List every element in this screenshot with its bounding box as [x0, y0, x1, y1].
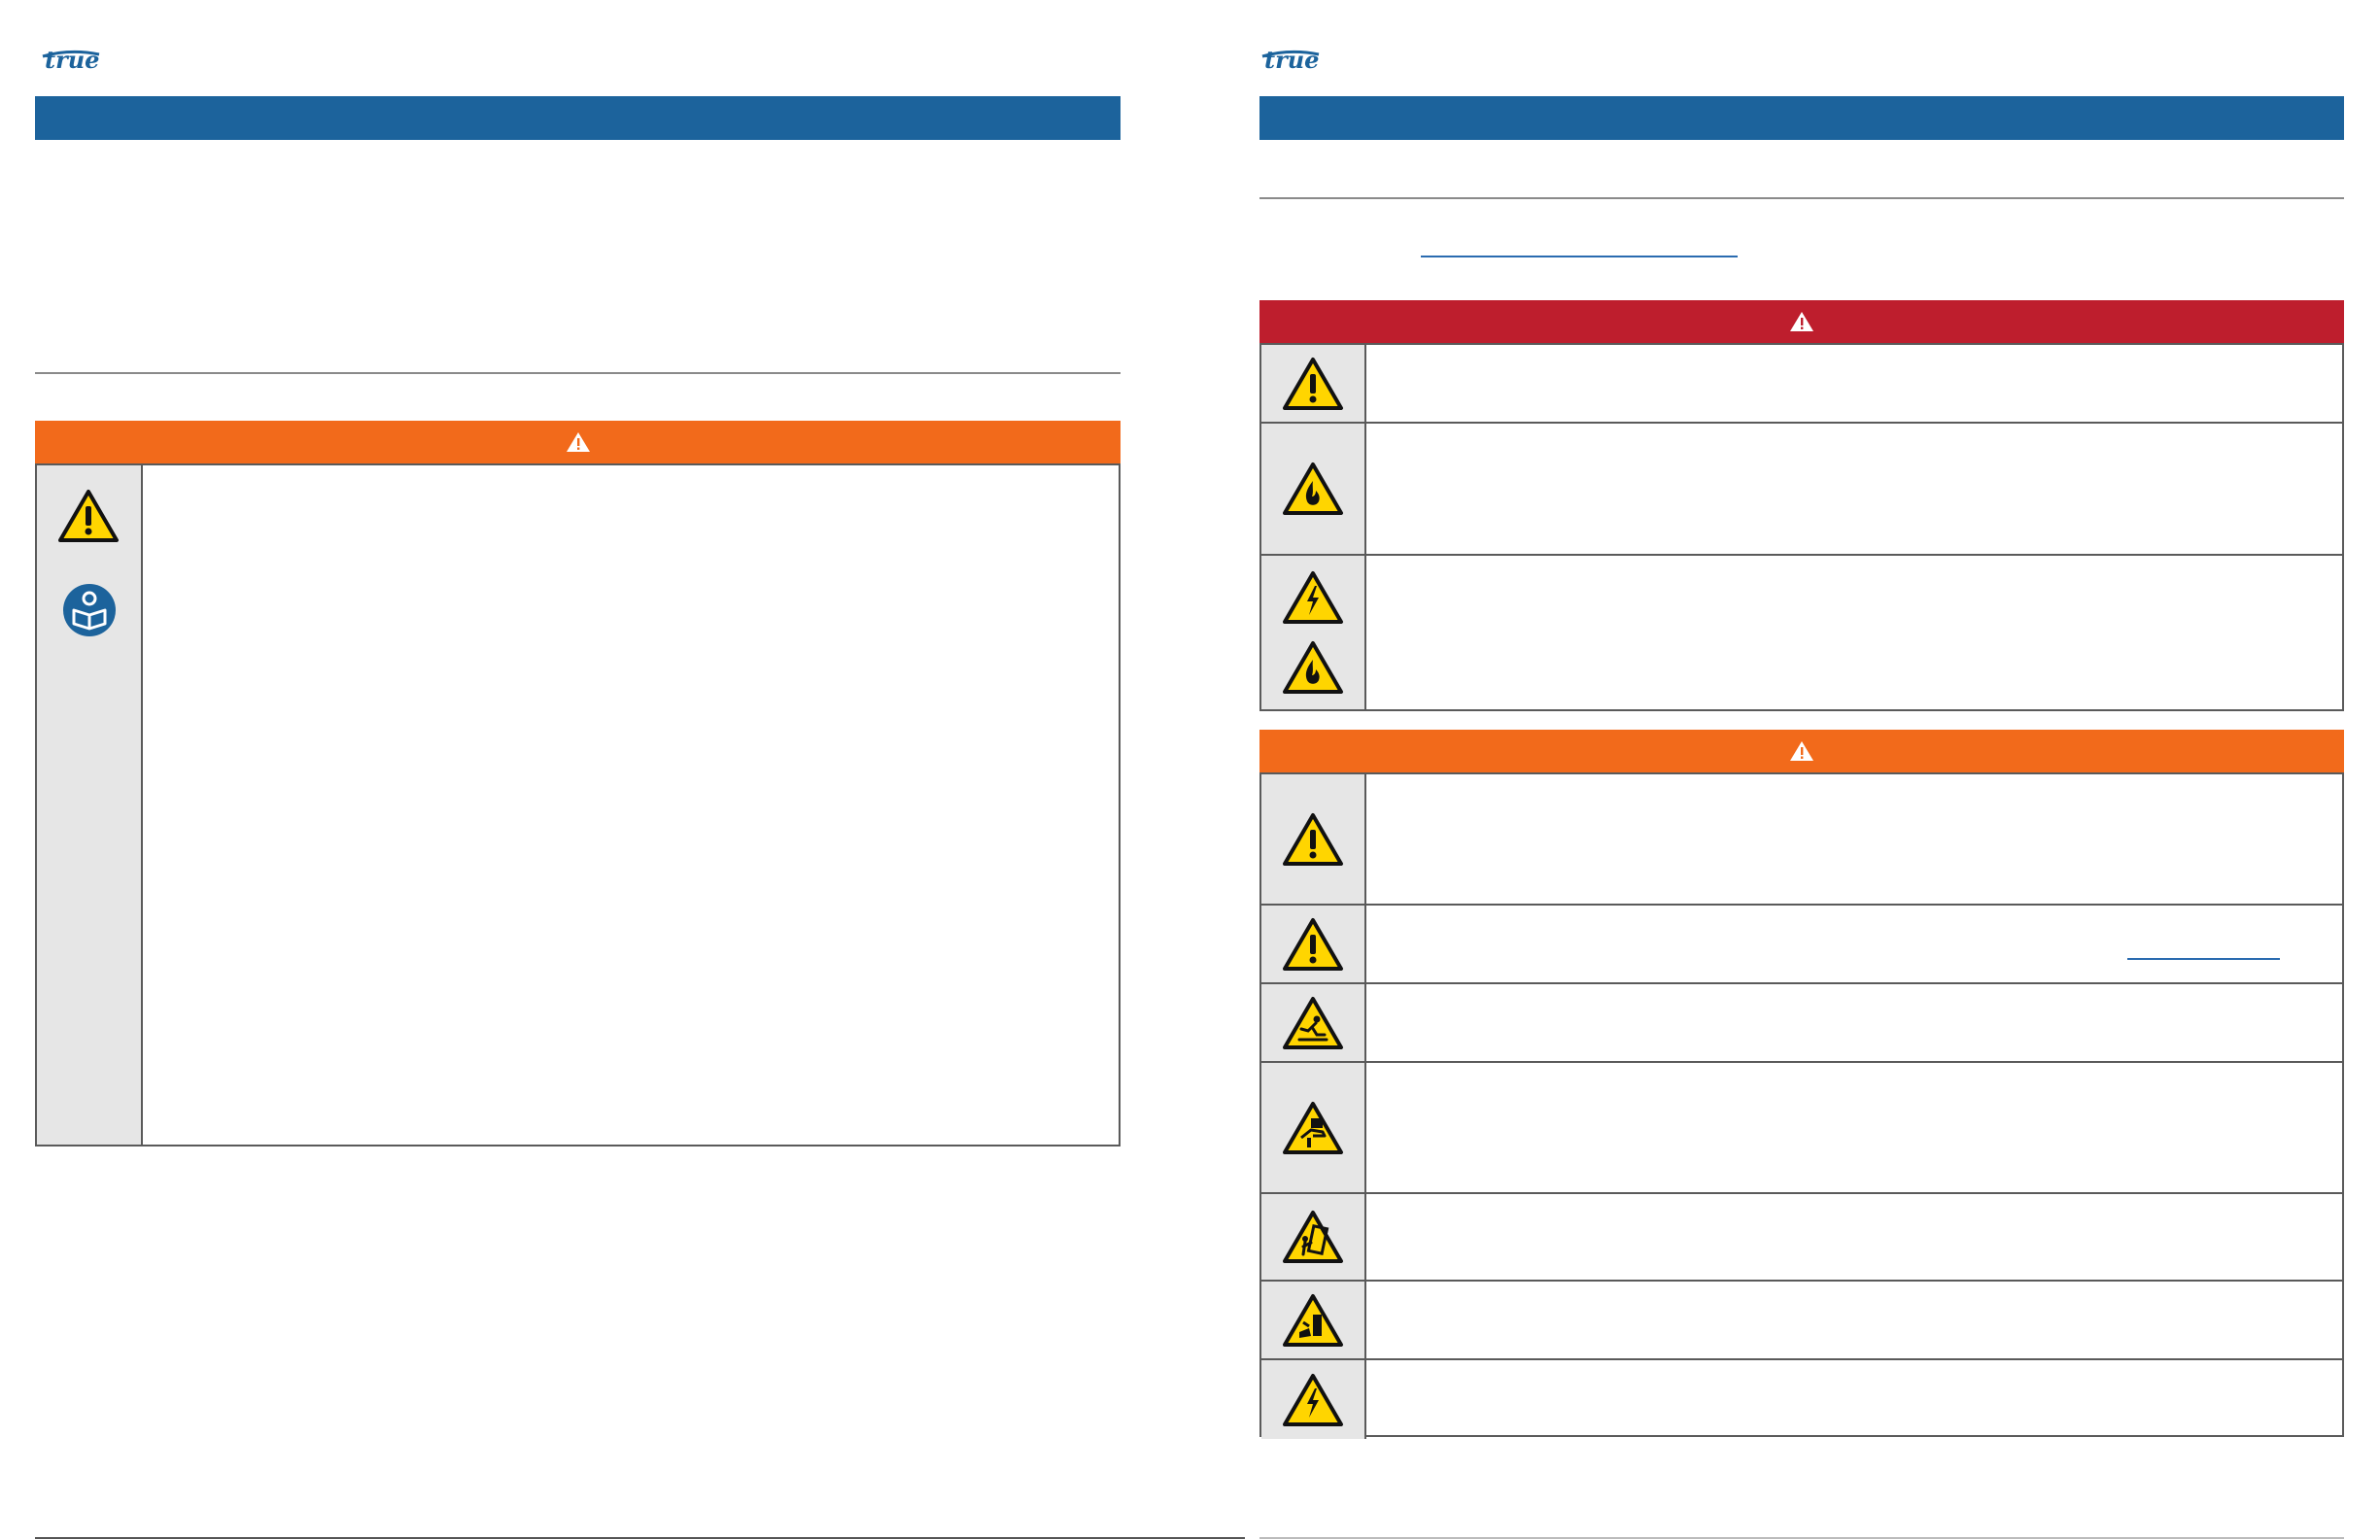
- danger-panel: [1259, 343, 2344, 711]
- section-divider: [35, 372, 1121, 374]
- danger-row: [1261, 345, 2342, 424]
- warning-banner: [35, 421, 1121, 463]
- warning-triangle-icon: [566, 431, 591, 453]
- electrical-hazard-icon: [1282, 570, 1344, 625]
- read-manual-icon: [62, 583, 117, 637]
- warning-panel: [35, 463, 1121, 1146]
- general-warning-icon: [57, 489, 120, 543]
- danger-row: [1261, 556, 2342, 709]
- section-divider-right: [1259, 197, 2344, 199]
- electrical-hazard-icon: [1282, 1373, 1344, 1427]
- warning-triangle-icon: [1789, 740, 1814, 762]
- warning-row: [1261, 1194, 2342, 1282]
- warning-row: [1261, 774, 2342, 906]
- warning-row: [1261, 1282, 2342, 1360]
- header-bar: [35, 96, 1121, 140]
- warning-panel-right: [1259, 772, 2344, 1439]
- general-warning-icon: [1282, 812, 1344, 867]
- danger-banner: [1259, 300, 2344, 343]
- icon-column: [37, 465, 143, 1145]
- slip-hazard-icon: [1282, 996, 1344, 1050]
- header-bar-right: [1259, 96, 2344, 140]
- flammable-icon: [1282, 640, 1344, 695]
- tip-over-hazard-icon: [1282, 1210, 1344, 1264]
- footer-rule-left: [35, 1537, 1245, 1539]
- pinch-hazard-icon: [1282, 1101, 1344, 1155]
- hyperlink-underline[interactable]: [1421, 256, 1738, 257]
- footer-rule-right: [1259, 1537, 2344, 1539]
- general-warning-icon: [1282, 917, 1344, 972]
- true-logo-right: true: [1260, 47, 1377, 76]
- warning-banner-right: [1259, 730, 2344, 772]
- hyperlink-underline[interactable]: [2127, 958, 2280, 960]
- general-warning-icon: [1282, 357, 1344, 411]
- warning-row: [1261, 1063, 2342, 1194]
- warning-row: [1261, 906, 2342, 984]
- warning-row: [1261, 984, 2342, 1063]
- crush-hazard-icon: [1282, 1293, 1344, 1348]
- warning-row: [1261, 1360, 2342, 1439]
- flammable-icon: [1282, 462, 1344, 516]
- warning-triangle-icon: [1789, 311, 1814, 332]
- danger-row: [1261, 424, 2342, 556]
- true-logo: true: [41, 47, 157, 76]
